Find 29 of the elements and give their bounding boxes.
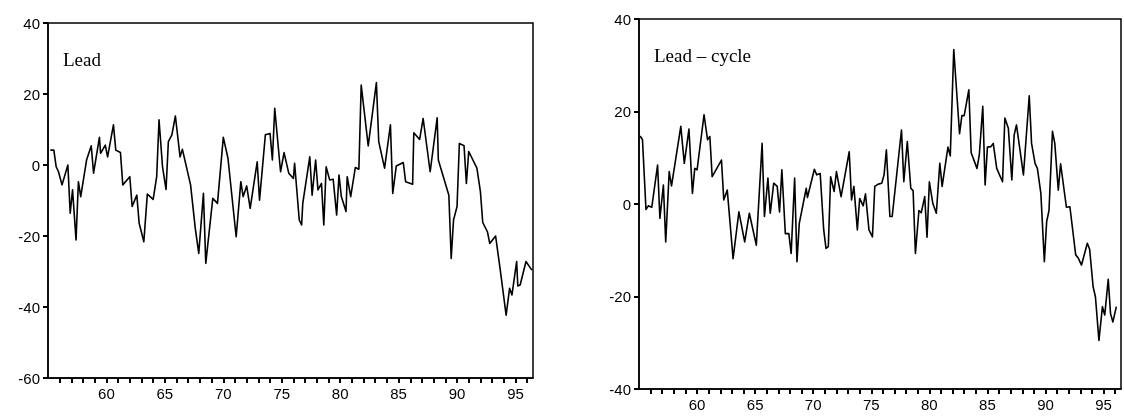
y-tick-label: -40	[18, 298, 40, 316]
y-tick-label: -60	[18, 369, 40, 387]
x-tick-label: 95	[1095, 396, 1112, 413]
x-tick-label: 75	[273, 385, 291, 402]
text: Lead – cycle	[654, 45, 752, 66]
x-tick-label: 65	[156, 385, 174, 402]
x-tick-label: 70	[804, 396, 822, 413]
x-tick-label: 60	[688, 396, 706, 413]
y-tick-label: 0	[31, 156, 40, 174]
x-tick-label: 95	[507, 385, 524, 402]
x-tick-label: 90	[1037, 396, 1054, 413]
x-tick-label: 80	[331, 385, 349, 402]
text: Lead	[63, 49, 102, 70]
y-tick-label: 40	[614, 10, 631, 28]
y-tick-label: -40	[609, 380, 631, 398]
y-tick-label: 20	[23, 85, 40, 103]
y-tick-label: 40	[23, 14, 40, 32]
y-tick-label: 20	[614, 103, 631, 120]
x-tick-label: 75	[862, 396, 880, 413]
y-tick-label: -20	[609, 288, 631, 305]
x-tick-label: 85	[979, 396, 996, 413]
y-tick-label: -20	[18, 227, 40, 245]
x-tick-label: 85	[390, 385, 407, 402]
x-tick-label: 80	[921, 396, 938, 413]
y-tick-label: 0	[622, 195, 631, 213]
x-tick-label: 90	[448, 385, 466, 402]
x-tick-label: 70	[214, 385, 232, 402]
x-tick-label: 65	[746, 396, 764, 413]
x-tick-label: 60	[98, 385, 115, 402]
